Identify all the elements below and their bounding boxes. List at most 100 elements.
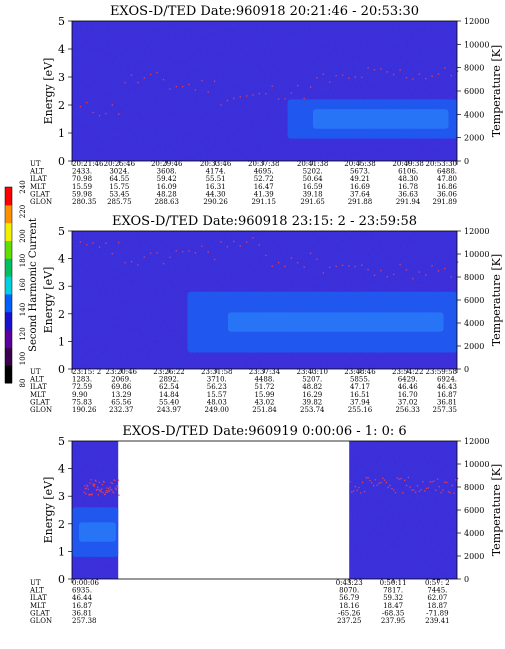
temperature-point — [349, 481, 351, 483]
orbit-row-label: UT — [30, 579, 41, 587]
orbit-table-value: 20:33:46 — [200, 160, 232, 168]
orbit-table-value: 291.94 — [396, 198, 421, 206]
y-tick-label: 3 — [58, 71, 65, 84]
temperature-point — [425, 274, 427, 276]
orbit-table-value: 46.44 — [72, 594, 93, 602]
y-tick-label: 5 — [58, 225, 65, 238]
temperature-point — [444, 67, 446, 69]
colorbar-label: Second Harmonic Current — [28, 218, 39, 352]
temperature-point — [290, 92, 293, 94]
temperature-point — [169, 256, 171, 258]
orbit-table-value: 290.26 — [203, 198, 228, 206]
temperature-point — [436, 478, 439, 480]
temperature-point — [84, 485, 86, 487]
temperature-point — [84, 488, 87, 490]
temperature-point — [86, 244, 88, 246]
orbit-table-value: 5202. — [303, 168, 323, 176]
temperature-point — [386, 276, 388, 278]
orbit-table-value: 8070. — [339, 587, 359, 595]
temperature-point — [265, 93, 267, 95]
orbit-table-value: 55.40 — [159, 398, 179, 406]
orbit-table-value: 4695. — [254, 168, 274, 176]
orbit-row-label: UT — [30, 160, 41, 168]
temperature-point — [111, 253, 113, 255]
temperature-point — [252, 237, 254, 239]
orbit-table-value: 0:57: 2 — [425, 579, 450, 587]
orbit-table-value: 48.82 — [302, 383, 322, 391]
temperature-point — [361, 76, 363, 79]
temperature-point — [188, 250, 190, 252]
y-tick-label: 0 — [58, 573, 65, 586]
y2-tick-label: 2000 — [464, 134, 484, 143]
temperature-point — [100, 491, 102, 493]
temperature-point — [404, 479, 406, 482]
orbit-row-label: ILAT — [30, 175, 47, 183]
temperature-point — [97, 494, 99, 496]
temperature-point — [130, 74, 133, 76]
orbit-table-value: 14.84 — [159, 391, 180, 399]
temperature-point — [418, 490, 420, 492]
y-axis-label: Energy [eV] — [42, 58, 55, 125]
temperature-point — [425, 78, 427, 80]
temperature-point — [137, 264, 139, 266]
orbit-table-value: 15.57 — [207, 391, 227, 399]
colorbar-tick-label: 100 — [19, 352, 27, 365]
temperature-point — [429, 481, 431, 483]
panel-title: EXOS-D/TED Date:960919 0:00:06 - 1: 0: 6 — [122, 424, 406, 439]
orbit-table-value: 62.07 — [427, 594, 447, 602]
orbit-table-value: 20:25:46 — [104, 160, 136, 168]
temperature-point — [162, 263, 165, 265]
temperature-point — [380, 68, 382, 70]
orbit-table-value: 15.59 — [72, 183, 92, 191]
y-tick-label: 1 — [58, 335, 65, 348]
spectrogram-panels: EXOS-D/TED Date:960918 20:21:46 - 20:53:… — [29, 4, 503, 625]
temperature-point — [85, 487, 88, 489]
orbit-row-label: GLAT — [30, 398, 50, 406]
temperature-point — [335, 265, 337, 267]
temperature-point — [420, 489, 422, 491]
temperature-point — [105, 490, 108, 492]
temperature-point — [115, 488, 118, 491]
orbit-row-label: ALT — [29, 587, 44, 595]
temperature-point — [252, 94, 254, 96]
temperature-point — [85, 493, 87, 495]
temperature-point — [107, 491, 109, 493]
temperature-point — [108, 490, 111, 492]
temperature-point — [130, 260, 133, 263]
colorbar-segment — [5, 293, 12, 313]
temperature-point — [114, 487, 116, 489]
temperature-point — [437, 270, 440, 272]
temperature-point — [425, 487, 428, 490]
orbit-table-value: 62.54 — [159, 383, 180, 391]
temperature-point — [367, 268, 369, 271]
temperature-point — [87, 485, 89, 487]
colorbar-tick-label: 240 — [19, 180, 27, 193]
orbit-table-value: 47.17 — [350, 383, 370, 391]
temperature-point — [389, 484, 391, 487]
orbit-table-value: 6429. — [398, 376, 418, 384]
temperature-point — [101, 483, 104, 486]
orbit-table-value: 51.72 — [254, 383, 274, 391]
temperature-point — [394, 491, 397, 494]
temperature-point — [106, 487, 108, 489]
orbit-table-value: 16.87 — [72, 602, 92, 610]
temperature-point — [453, 492, 455, 494]
temperature-point — [95, 489, 98, 491]
temperature-point — [335, 74, 337, 77]
colorbar-segment — [5, 329, 12, 348]
orbit-table-value: 65.56 — [111, 398, 132, 406]
temperature-point — [207, 251, 209, 253]
temperature-point — [89, 482, 91, 484]
temperature-point — [378, 482, 380, 484]
colorbar-segment — [5, 204, 12, 224]
orbit-row-label: MLT — [30, 602, 46, 610]
temperature-point — [117, 479, 119, 481]
orbit-table-value: 20:49:38 — [392, 160, 423, 168]
orbit-row-label: UT — [30, 368, 41, 376]
orbit-table-value: 257.38 — [72, 617, 97, 625]
colorbar: 80 100 120 140 160 180 200 220 240 Second Harmoni… — [4, 180, 39, 387]
y2-tick-label: 4000 — [464, 319, 484, 328]
y-tick-label: 5 — [58, 435, 65, 448]
temperature-point — [322, 73, 325, 75]
temperature-point — [99, 489, 102, 491]
